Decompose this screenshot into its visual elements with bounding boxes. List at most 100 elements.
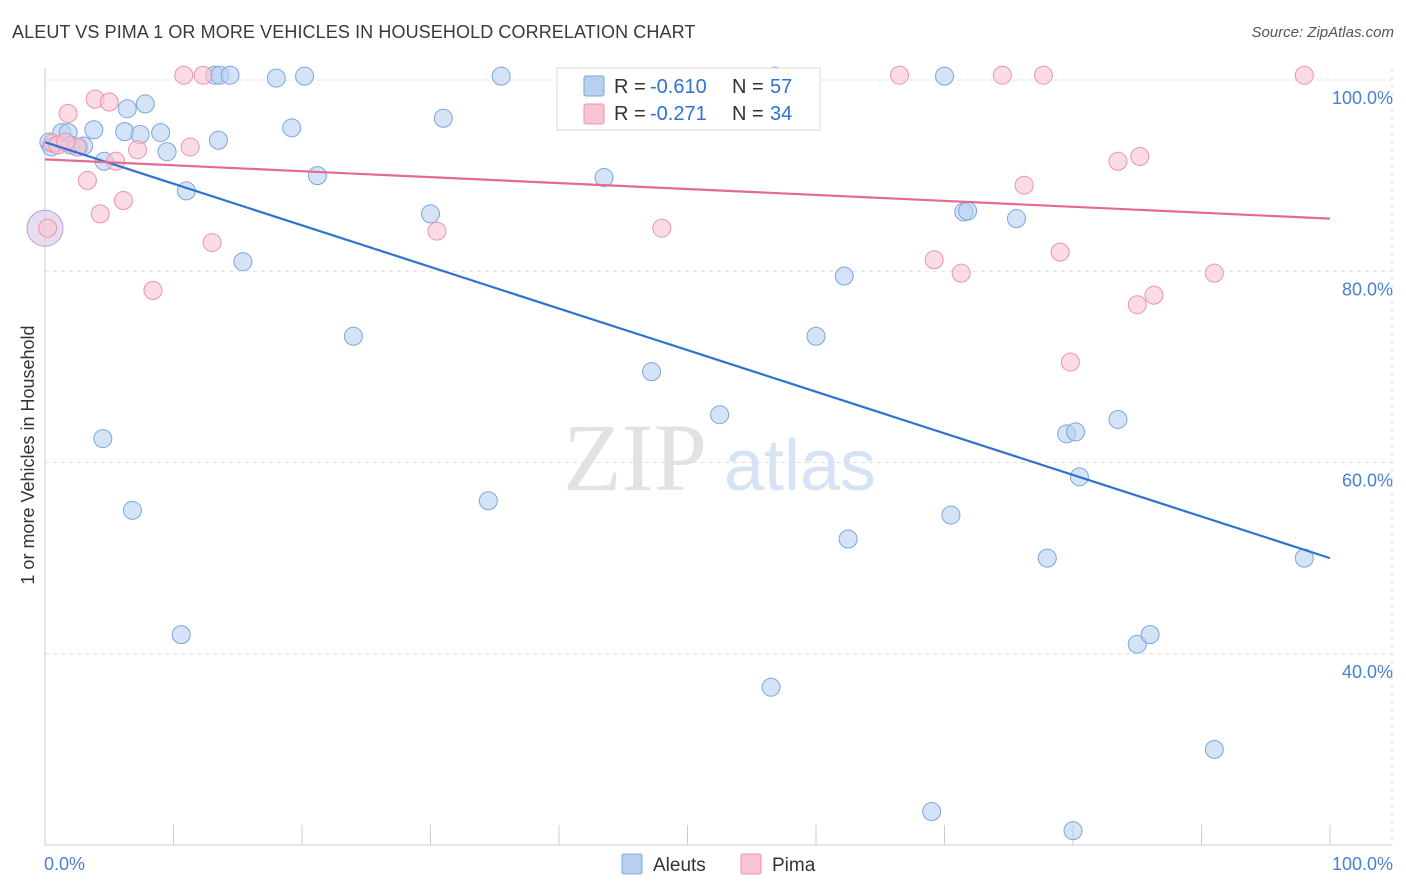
aleut-point [594,168,614,188]
aleut-point [233,252,253,272]
pima-point [99,92,119,112]
pima-points [38,65,1314,372]
legend-r-value-aleuts: -0.610 [650,76,707,98]
pima-point [1050,242,1070,262]
aleut-point [433,108,453,128]
aleut-point [1140,625,1160,645]
bottom-legend-label-pima: Pima [772,855,816,876]
legend-r-value-pima: -0.271 [650,103,707,125]
pima-point [38,218,58,238]
aleut-point [834,266,854,286]
aleut-point [93,429,113,449]
legend-swatch-aleuts [583,75,605,97]
top-legend: R = -0.610 N = 57 R = -0.271 N = 34 [556,67,821,131]
aleut-point [642,362,662,382]
aleut-point [115,122,135,142]
pima-point [890,65,910,85]
pima-point [202,233,222,253]
pima-point [427,221,447,241]
pima-point [90,204,110,224]
pima-point [1294,65,1314,85]
aleut-point [941,505,961,525]
x-tick-label: 0.0% [44,854,85,874]
legend-n-value-aleuts: 57 [770,76,792,98]
aleut-point [478,491,498,511]
axes [44,68,1392,846]
pima-point [1060,352,1080,372]
legend-n-label-pima: N = [732,103,764,125]
pima-point [113,190,133,210]
aleut-point [1127,634,1147,654]
chart-title: ALEUT VS PIMA 1 OR MORE VEHICLES IN HOUS… [12,22,696,42]
aleut-point [84,120,104,140]
aleut-point [122,500,142,520]
aleut-trend-line [44,141,1331,560]
aleut-point [710,405,730,425]
pima-point [174,65,194,85]
pima-point [1204,263,1224,283]
pima-point [180,137,200,157]
aleut-point [1063,821,1083,841]
pima-point [652,218,672,238]
pima-point [143,280,163,300]
watermark-zip: ZIP [563,404,707,511]
pima-point [1130,147,1150,166]
watermark: ZIP atlas [563,404,876,511]
watermark-atlas: atlas [724,426,876,506]
pima-point [1144,285,1164,305]
aleut-point [343,326,363,346]
x-tick-label: 100.0% [1332,854,1393,874]
trend-lines [44,141,1331,560]
y-tick-label: 60.0% [1342,471,1393,491]
aleut-point [117,99,137,119]
bottom-legend-swatch-pima [740,853,762,875]
pima-point [193,65,213,85]
gridlines [45,68,1393,845]
aleut-point [491,66,511,86]
aleut-point [1108,409,1128,429]
aleut-point [307,166,327,186]
aleut-point [171,625,191,645]
aleut-point [1204,739,1224,759]
aleut-point [282,118,302,138]
pima-point [1014,175,1034,195]
pima-point [951,263,971,283]
legend-n-value-pima: 34 [770,103,792,125]
legend-swatch-pima [583,103,605,125]
aleut-point [958,201,978,221]
aleut-point [1066,422,1086,442]
legend-n-label-aleuts: N = [732,76,764,98]
aleut-point [151,123,171,143]
aleut-point [806,326,826,346]
aleut-point [157,142,177,162]
aleut-point [761,677,781,697]
y-tick-label: 100.0% [1332,88,1393,108]
pima-point [1127,295,1147,315]
pima-point [992,65,1012,85]
tick-labels: 100.0% 80.0% 60.0% 40.0% 0.0% 100.0% [44,88,1393,874]
aleut-point [135,94,155,114]
aleut-point [295,66,315,86]
pima-point [58,103,78,123]
source-label: Source: ZipAtlas.com [1251,24,1394,41]
bottom-legend-swatch-aleuts [621,853,643,875]
pima-point [128,140,148,160]
pima-point [1108,151,1128,171]
aleut-point [922,802,942,822]
pima-point [924,250,944,270]
aleut-point [266,68,286,88]
aleut-point [220,65,240,85]
aleut-point [1006,209,1026,229]
bottom-legend-label-aleuts: Aleuts [653,855,706,876]
aleut-point [1037,548,1057,568]
y-tick-label: 40.0% [1342,662,1393,682]
pima-point [1033,65,1053,85]
pima-trend-line [44,158,1331,220]
legend-r-label-aleuts: R = [614,76,646,98]
y-tick-label: 80.0% [1342,279,1393,299]
pima-point [77,170,97,190]
y-axis-title: 1 or more Vehicles in Household [18,325,38,584]
legend-r-label-pima: R = [614,103,646,125]
aleut-points [26,65,1314,841]
